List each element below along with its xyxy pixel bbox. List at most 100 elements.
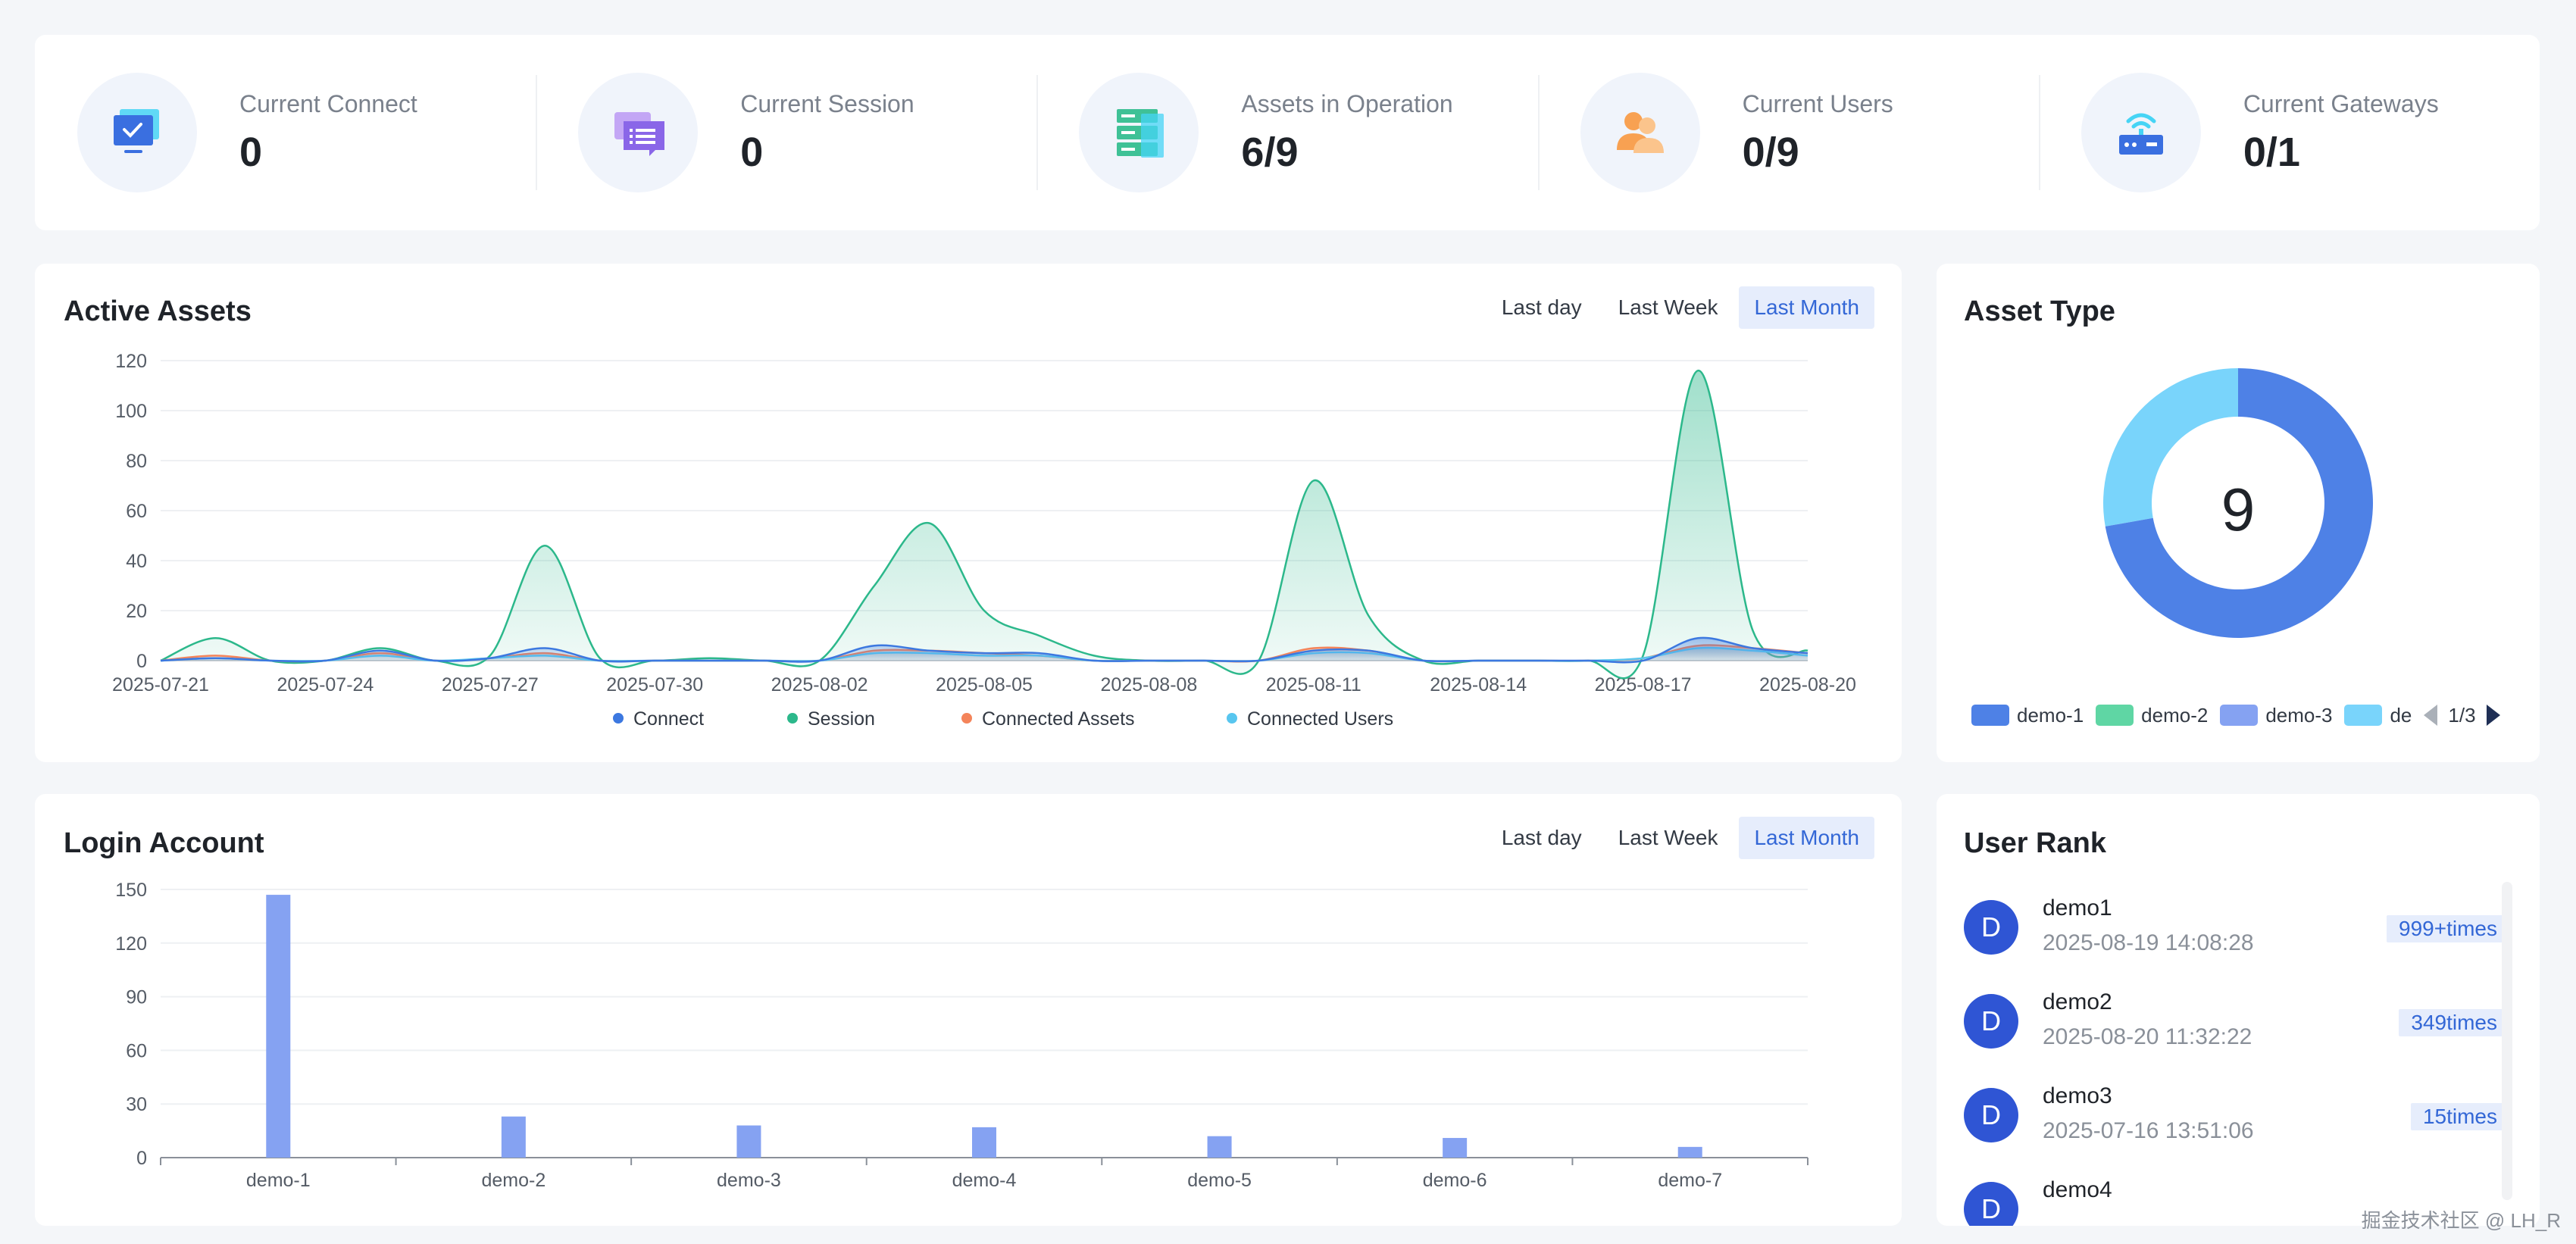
x-tick-label: 2025-07-30: [606, 674, 703, 695]
user-last-login: 2025-07-16 13:51:06: [2043, 1118, 2254, 1143]
legend-swatch: [1971, 705, 2009, 726]
y-tick-label: 0: [136, 651, 147, 672]
avatar: D: [1964, 1182, 2018, 1226]
x-tick-label: 2025-07-24: [277, 674, 374, 695]
x-tick-label: 2025-08-08: [1100, 674, 1197, 695]
legend-label: Connect: [633, 708, 704, 730]
active-assets-tabs: Last day Last Week Last Month: [1480, 286, 1874, 329]
asset-type-donut: 9: [2103, 368, 2373, 638]
y-tick-label: 80: [126, 451, 147, 472]
legend-prev-icon[interactable]: [2424, 705, 2438, 726]
stat-label: Current Gateways: [2243, 89, 2439, 117]
list-item[interactable]: D demo4: [1964, 1174, 2509, 1226]
y-tick-label: 40: [126, 551, 147, 572]
server-icon: [1079, 73, 1199, 192]
legend-label: Connected Users: [1247, 708, 1393, 730]
tab-last-week[interactable]: Last Week: [1618, 295, 1718, 319]
user-name: demo2: [2043, 989, 2112, 1014]
legend-label: demo-3: [2265, 703, 2333, 727]
stat-current-users: Current Users 0/9: [1537, 72, 2039, 193]
stat-value: 0/9: [1742, 129, 1799, 175]
user-rank-title: User Rank: [1964, 827, 2106, 859]
user-last-login: 2025-08-20 11:32:22: [2043, 1024, 2252, 1049]
legend-swatch: [2096, 705, 2134, 726]
bar-demo-3: [736, 1125, 761, 1158]
tab-last-month[interactable]: Last Month: [1739, 817, 1874, 859]
x-tick-label: demo-7: [1658, 1170, 1722, 1191]
legend-item-demo-3[interactable]: demo-3: [2220, 704, 2332, 727]
legend-label: demo-2: [2141, 703, 2209, 727]
avatar: D: [1964, 1088, 2018, 1142]
tab-last-day[interactable]: Last day: [1501, 826, 1582, 849]
monitor-check-icon: [77, 73, 197, 192]
stat-label: Current Users: [1742, 89, 1893, 117]
y-tick-label: 30: [126, 1094, 147, 1115]
series-line-connect: [160, 636, 1809, 664]
list-item[interactable]: D demo3 2025-07-16 13:51:06 15times: [1964, 1080, 2509, 1164]
asset-type-legend: demo-1 demo-2 demo-3 de 1/3: [1971, 700, 2517, 730]
login-account-tabs: Last day Last Week Last Month: [1480, 817, 1874, 859]
y-tick-label: 20: [126, 601, 147, 622]
x-tick-label: 2025-08-17: [1595, 674, 1692, 695]
scrollbar[interactable]: [2502, 882, 2512, 1200]
list-item[interactable]: D demo2 2025-08-20 11:32:22 349times: [1964, 986, 2509, 1070]
y-tick-label: 60: [126, 501, 147, 522]
avatar: D: [1964, 900, 2018, 955]
y-tick-label: 90: [126, 987, 147, 1008]
watermark: 掘金技术社区 @ LH_R: [2361, 1209, 2561, 1232]
user-name: demo1: [2043, 895, 2112, 920]
legend-item-de[interactable]: de: [2344, 704, 2412, 727]
legend-pager: 1/3: [2448, 703, 2476, 727]
x-tick-label: 2025-07-27: [442, 674, 539, 695]
y-tick-label: 0: [136, 1148, 147, 1169]
legend-marker: [961, 713, 972, 724]
list-item[interactable]: D demo1 2025-08-19 14:08:28 999+times: [1964, 892, 2509, 976]
y-tick-label: 60: [126, 1040, 147, 1061]
x-tick-label: 2025-08-02: [771, 674, 868, 695]
slice-demo-1: [2105, 368, 2373, 638]
tab-last-week[interactable]: Last Week: [1618, 826, 1718, 849]
legend-marker: [613, 713, 624, 724]
active-assets-chart: 0 20 40 60 80 100 120 2025-07-21 2025-07-24 2025-…: [112, 351, 1856, 730]
donut-total: 9: [2221, 476, 2256, 543]
bar-demo-7: [1677, 1146, 1702, 1158]
x-tick-label: 2025-08-05: [936, 674, 1033, 695]
chat-list-icon: [578, 73, 699, 192]
x-tick-label: demo-6: [1423, 1170, 1487, 1191]
stat-assets-in-operation: Assets in Operation 6/9: [1036, 72, 1537, 193]
stat-current-connect: Current Connect 0: [35, 72, 536, 193]
active-assets-card: Active Assets Last day Last Week Last Mo…: [35, 264, 1902, 762]
asset-type-card: Asset Type 9 demo-1 demo-2 demo-3 de 1/3: [1937, 264, 2540, 762]
y-tick-label: 100: [115, 401, 147, 422]
user-name: demo3: [2043, 1083, 2112, 1108]
router-icon: [2080, 73, 2201, 192]
legend-item-demo-2[interactable]: demo-2: [2096, 704, 2208, 727]
stats-card: Current Connect 0 Current Session 0: [35, 35, 2540, 230]
stat-value: 0: [239, 129, 263, 175]
user-name: demo4: [2043, 1177, 2112, 1202]
active-assets-title: Active Assets: [64, 295, 252, 327]
x-tick-label: demo-4: [952, 1170, 1017, 1191]
legend-label: Connected Assets: [982, 708, 1135, 730]
legend-swatch: [2344, 705, 2383, 726]
stat-value: 0: [740, 129, 764, 175]
legend-marker: [787, 713, 798, 724]
bar-demo-6: [1443, 1138, 1468, 1158]
login-count-badge: 349times: [2399, 1009, 2509, 1036]
user-rank-list[interactable]: D demo1 2025-08-19 14:08:28 999+times D …: [1937, 892, 2540, 1226]
slice-de: [2103, 368, 2238, 527]
legend-next-icon[interactable]: [2486, 705, 2500, 726]
legend-label: de: [2390, 703, 2412, 727]
legend-swatch: [2220, 705, 2259, 726]
series-area-session: [161, 370, 1808, 679]
login-count-badge: 999+times: [2387, 915, 2509, 942]
user-rank-card: User Rank D demo1 2025-08-19 14:08:28 99…: [1937, 794, 2540, 1226]
x-tick-label: demo-3: [717, 1170, 781, 1191]
tab-last-month[interactable]: Last Month: [1739, 286, 1874, 329]
legend-marker: [1227, 713, 1237, 724]
tab-last-day[interactable]: Last day: [1501, 295, 1582, 319]
legend-item-demo-1[interactable]: demo-1: [1971, 704, 2084, 727]
user-last-login: 2025-08-19 14:08:28: [2043, 930, 2254, 955]
y-tick-label: 150: [115, 880, 147, 901]
stat-value: 6/9: [1241, 129, 1299, 175]
